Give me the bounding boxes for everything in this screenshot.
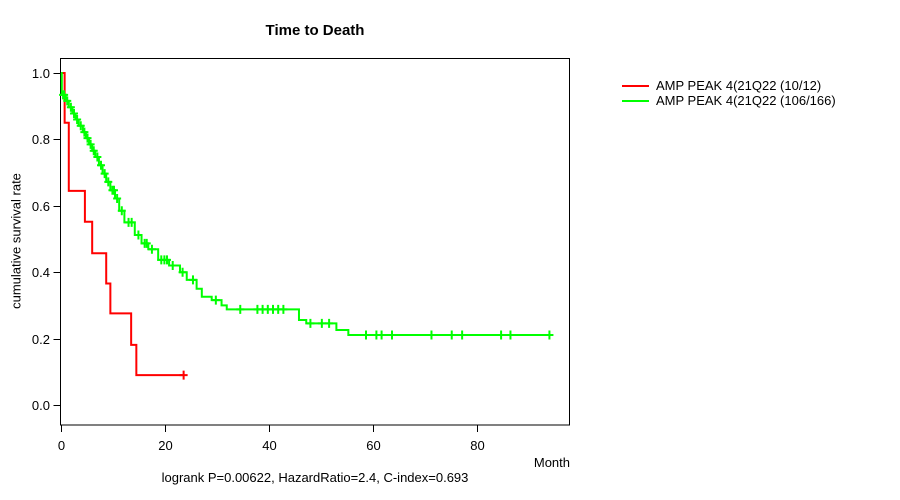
- censor-mark: [162, 255, 171, 265]
- y-tick-label: 0.2: [32, 332, 50, 347]
- censor-mark: [60, 90, 69, 100]
- censor-mark: [211, 295, 220, 305]
- legend-label-group2: AMP PEAK 4(21Q22 (106/166): [656, 93, 836, 108]
- censor-mark: [506, 330, 515, 340]
- y-tick-label: 0.4: [32, 265, 50, 280]
- censor-mark: [86, 139, 95, 149]
- legend-item-group1: AMP PEAK 4(21Q22 (10/12): [622, 78, 836, 93]
- plot-border: [60, 58, 570, 426]
- censor-mark: [427, 330, 436, 340]
- x-axis-title: Month: [533, 455, 570, 470]
- censor-mark: [113, 193, 122, 203]
- y-axis-title: cumulative survival rate: [8, 173, 24, 309]
- censor-mark: [168, 261, 177, 271]
- legend-label-group1: AMP PEAK 4(21Q22 (10/12): [656, 78, 822, 93]
- x-tick-label: 20: [158, 438, 172, 453]
- censor-mark: [66, 102, 75, 112]
- censor-mark: [387, 330, 396, 340]
- censor-mark: [127, 217, 136, 227]
- legend-line-sample-red: [622, 84, 649, 87]
- censor-mark: [279, 304, 288, 314]
- censor-mark: [545, 330, 554, 340]
- censor-mark: [109, 185, 118, 195]
- censor-mark: [69, 109, 78, 119]
- legend-item-group2: AMP PEAK 4(21Q22 (106/166): [622, 93, 836, 108]
- km-step-line: [61, 72, 184, 377]
- censor-mark: [93, 152, 102, 162]
- stats-annotation: logrank P=0.00622, HazardRatio=2.4, C-in…: [161, 470, 469, 485]
- legend-line-sample-green: [622, 99, 649, 102]
- x-tick-label: 80: [470, 438, 484, 453]
- censor-mark: [362, 330, 371, 340]
- censor-mark: [97, 160, 106, 170]
- km-step-line: [60, 72, 550, 336]
- censor-mark: [147, 244, 156, 254]
- censor-mark: [104, 177, 113, 187]
- x-tick-label: 0: [58, 438, 65, 453]
- censor-mark: [134, 230, 143, 240]
- censor-mark: [377, 330, 386, 340]
- survival-curve-group1: [61, 72, 188, 380]
- y-tick-label: 0.0: [32, 398, 50, 413]
- censor-mark: [100, 169, 109, 179]
- x-tick-label: 60: [366, 438, 380, 453]
- censor-mark: [80, 127, 89, 137]
- censor-mark: [188, 275, 197, 285]
- censor-mark: [178, 267, 187, 277]
- legend: AMP PEAK 4(21Q22 (10/12) AMP PEAK 4(21Q2…: [622, 78, 836, 108]
- x-tick-label: 40: [262, 438, 276, 453]
- censor-mark: [447, 330, 456, 340]
- censor-mark: [89, 146, 98, 156]
- censor-mark: [179, 370, 188, 380]
- y-tick-label: 0.8: [32, 132, 50, 147]
- censor-mark: [73, 114, 82, 124]
- y-tick-label: 1.0: [32, 66, 50, 81]
- chart-title: Time to Death: [265, 22, 365, 39]
- censor-mark: [306, 318, 315, 328]
- censor-mark: [497, 330, 506, 340]
- censor-mark: [325, 318, 334, 328]
- survival-curve-group2: [59, 72, 554, 340]
- censor-mark: [63, 96, 72, 106]
- censor-mark: [317, 318, 326, 328]
- censor-mark: [117, 206, 126, 216]
- censor-mark: [236, 304, 245, 314]
- y-tick-label: 0.6: [32, 199, 50, 214]
- censor-mark: [76, 121, 85, 131]
- censor-mark: [142, 238, 151, 248]
- censor-mark: [83, 133, 92, 143]
- censor-mark: [458, 330, 467, 340]
